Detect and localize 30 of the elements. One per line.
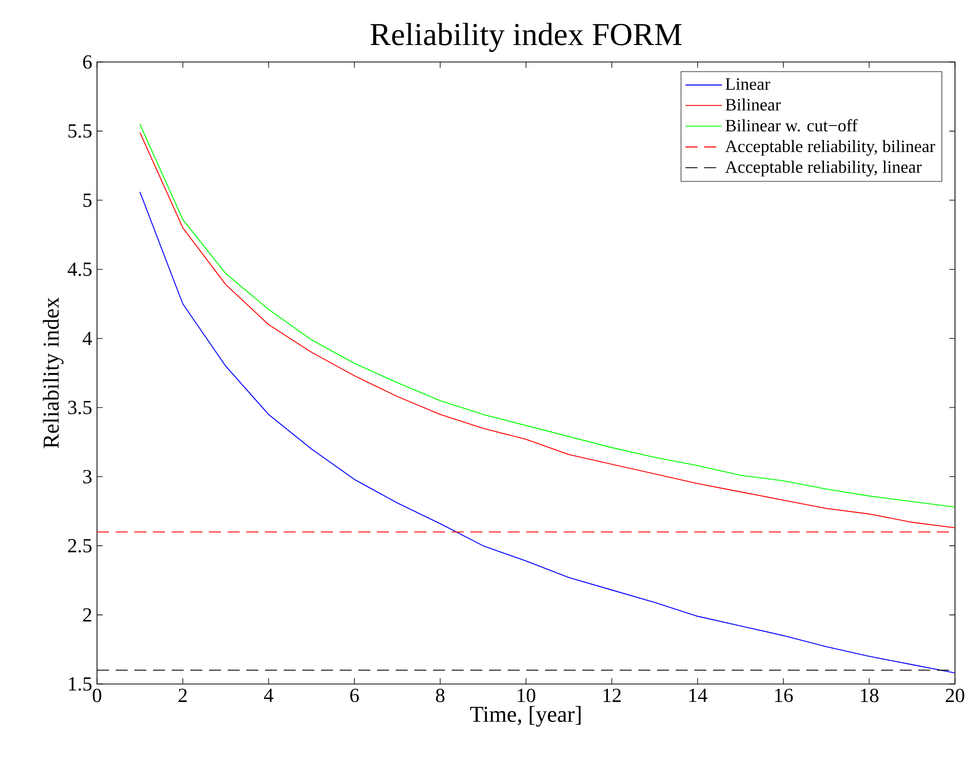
- y-tick-label: 5: [83, 194, 92, 207]
- legend-label: Acceptable reliability, linear: [725, 160, 922, 176]
- y-tick-label: 5.5: [68, 124, 92, 138]
- chart-title: Reliability index FORM: [370, 22, 682, 52]
- y-axis-title: Reliability index: [42, 297, 64, 448]
- legend-label: Acceptable reliability, bilinear: [725, 140, 936, 156]
- x-tick-label: 2: [178, 688, 187, 702]
- x-tick-label: 16: [775, 688, 793, 702]
- y-tick-label: 4.5: [68, 262, 92, 276]
- x-tick-label: 4: [264, 688, 274, 702]
- x-axis-title: Time, [year]: [470, 706, 581, 727]
- y-tick-label: 4: [82, 332, 92, 346]
- legend-label: Bilinear: [726, 98, 781, 111]
- x-tick-label: 0: [92, 688, 102, 702]
- y-tick-label: 1.5: [69, 677, 92, 691]
- y-tick-label: 3: [83, 470, 92, 484]
- x-tick-label: 10: [518, 688, 536, 702]
- legend-label: Bilinear w. cut−off: [726, 119, 858, 132]
- x-tick-label: 20: [946, 688, 964, 702]
- y-tick-label: 2.5: [68, 539, 92, 553]
- legend-label: Linear: [726, 78, 770, 90]
- y-tick-label: 3.5: [68, 400, 92, 414]
- x-tick-label: 14: [689, 688, 708, 702]
- x-tick-label: 12: [604, 688, 621, 702]
- x-tick-label: 8: [436, 688, 444, 702]
- y-tick-label: 6: [83, 55, 92, 69]
- y-tick-label: 2: [83, 608, 92, 622]
- x-tick-label: 6: [350, 688, 359, 702]
- x-tick-label: 18: [860, 688, 878, 702]
- line-series: [139, 191, 955, 674]
